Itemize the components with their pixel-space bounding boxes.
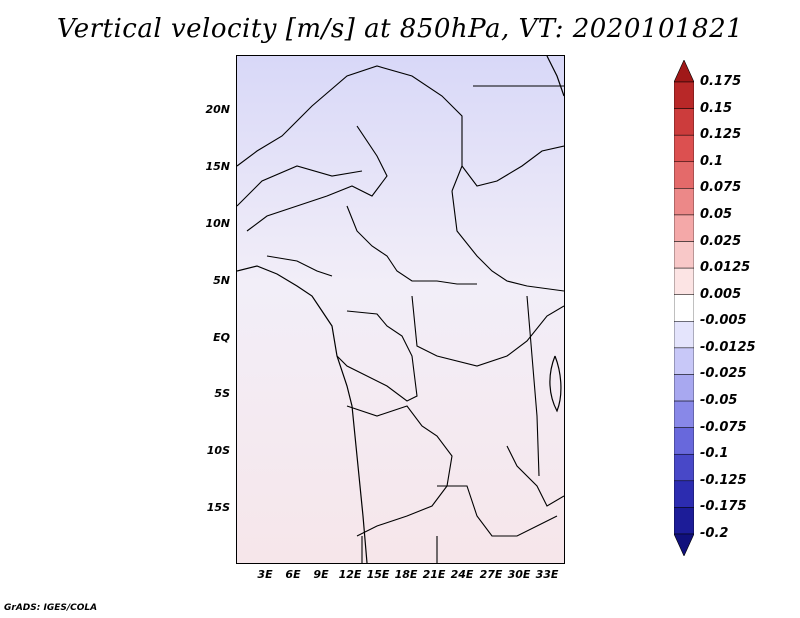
colorbar-segment bbox=[674, 507, 694, 535]
lon-label: 3E bbox=[257, 568, 273, 581]
colorbar-segment bbox=[674, 400, 694, 428]
lat-label: EQ bbox=[213, 331, 230, 344]
colorbar-label: -0.2 bbox=[700, 526, 729, 541]
lon-label: 6E bbox=[285, 568, 301, 581]
coastline bbox=[237, 56, 564, 563]
lon-label: 24E bbox=[450, 568, 474, 581]
colorbar-label: 0.005 bbox=[700, 286, 742, 302]
colorbar-label: 0.075 bbox=[700, 180, 742, 196]
colorbar bbox=[674, 60, 694, 556]
lat-label: 15N bbox=[205, 160, 230, 173]
colorbar-bottom-tip bbox=[674, 533, 694, 556]
colorbar-label: -0.005 bbox=[700, 313, 747, 329]
colorbar-segment bbox=[674, 374, 694, 402]
lat-label: 10S bbox=[206, 444, 230, 457]
colorbar-segment bbox=[674, 480, 694, 508]
colorbar-segment bbox=[674, 241, 694, 269]
lon-label: 27E bbox=[479, 568, 503, 581]
lon-label: 30E bbox=[507, 568, 531, 581]
colorbar-label: -0.125 bbox=[700, 472, 747, 488]
map-panel[interactable] bbox=[236, 55, 565, 564]
colorbar-segment bbox=[674, 81, 694, 109]
lat-label: 5S bbox=[214, 387, 230, 400]
colorbar-label: -0.025 bbox=[700, 366, 747, 382]
velocity-field-map bbox=[237, 56, 564, 563]
lon-label: 18E bbox=[394, 568, 418, 581]
colorbar-segment bbox=[674, 214, 694, 242]
lat-label: 20N bbox=[205, 103, 230, 116]
lat-label: 5N bbox=[213, 274, 230, 287]
colorbar-segment bbox=[674, 347, 694, 375]
lon-label: 33E bbox=[535, 568, 559, 581]
lon-label: 9E bbox=[313, 568, 329, 581]
colorbar-segment bbox=[674, 161, 694, 189]
colorbar-segment bbox=[674, 427, 694, 455]
colorbar-top-tip bbox=[674, 60, 694, 83]
lon-label: 12E bbox=[338, 568, 362, 581]
map-title: Vertical velocity [m/s] at 850hPa, VT: 2… bbox=[56, 14, 744, 44]
colorbar-label: 0.0125 bbox=[700, 260, 751, 276]
grads-credit: GrADS: IGES/COLA bbox=[4, 603, 98, 613]
lat-label: 15S bbox=[206, 501, 230, 514]
ascent-field-south bbox=[237, 276, 564, 563]
colorbar-segment bbox=[674, 267, 694, 295]
colorbar-label: 0.125 bbox=[700, 127, 742, 143]
lon-label: 21E bbox=[422, 568, 446, 581]
lat-label: 10N bbox=[205, 217, 230, 230]
colorbar-segment bbox=[674, 453, 694, 482]
colorbar-label: 0.175 bbox=[700, 74, 742, 89]
colorbar-label: -0.0125 bbox=[700, 339, 756, 355]
colorbar-segment bbox=[674, 134, 694, 163]
colorbar-segment bbox=[674, 321, 694, 349]
colorbar-label: 0.025 bbox=[700, 233, 742, 249]
country-borders bbox=[237, 65, 564, 563]
ascent-field-north bbox=[237, 56, 564, 286]
colorbar-label: -0.05 bbox=[700, 393, 738, 409]
colorbar-label: -0.075 bbox=[700, 419, 747, 435]
colorbar-label: 0.1 bbox=[700, 153, 724, 169]
colorbar-label: 0.05 bbox=[700, 206, 733, 222]
lon-label: 15E bbox=[366, 568, 390, 581]
colorbar-label: -0.1 bbox=[700, 446, 729, 462]
colorbar-segment bbox=[674, 188, 694, 216]
colorbar-label: -0.175 bbox=[700, 499, 747, 515]
colorbar-label: 0.15 bbox=[700, 100, 733, 116]
colorbar-segment bbox=[674, 108, 694, 136]
colorbar-segment bbox=[674, 294, 694, 322]
